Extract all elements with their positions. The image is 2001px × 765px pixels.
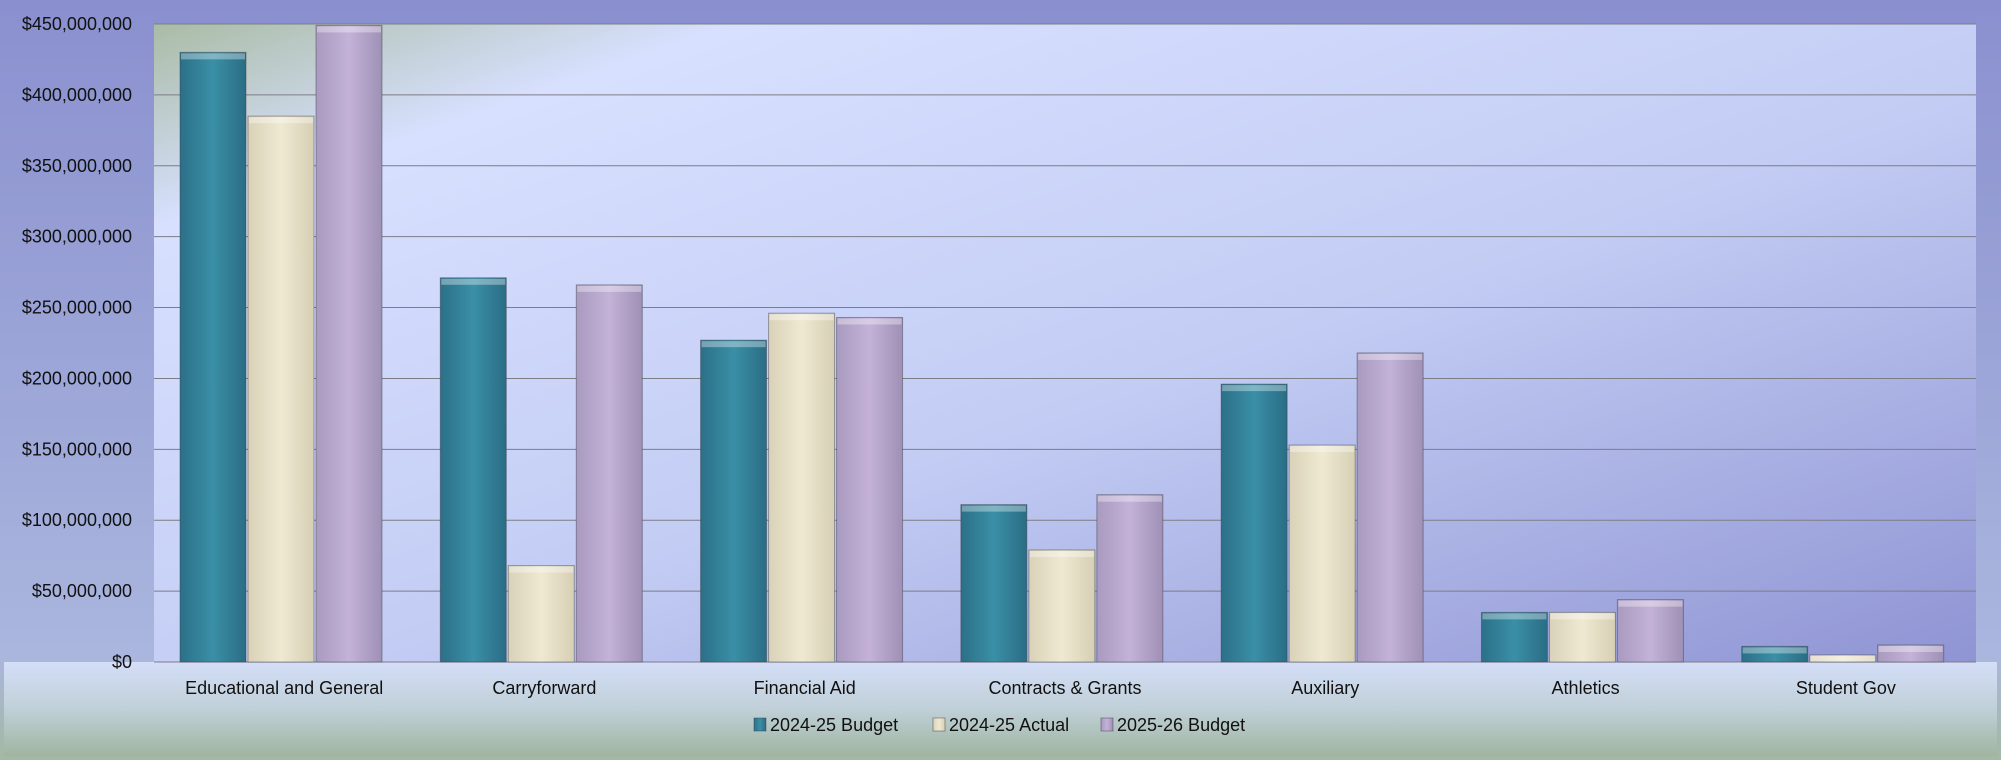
legend-swatch [753,717,767,732]
y-tick-label: $350,000,000 [22,156,132,176]
y-tick-label: $250,000,000 [22,298,132,318]
bar-2025-26-budget-4 [1356,352,1424,663]
bar-highlight [1358,353,1423,360]
bar-highlight [1290,446,1355,453]
legend-label: 2025-26 Budget [1117,715,1245,735]
bar-2024-25-budget-2 [700,339,768,663]
bar-2024-25-budget-3 [960,504,1028,663]
bar-highlight [577,285,642,292]
bar-2025-26-budget-3 [1096,494,1164,663]
x-category-label: Financial Aid [754,678,856,698]
legend-swatch [932,717,946,732]
bar-highlight [1550,613,1615,620]
y-tick-label: $100,000,000 [22,510,132,530]
bar-2024-25-actual-6 [1809,654,1877,663]
bar-2025-26-budget-6 [1877,644,1945,663]
y-tick-label: $0 [112,652,132,672]
bar-highlight [961,505,1026,512]
bar-highlight [317,26,381,33]
y-tick-label: $450,000,000 [22,14,132,34]
y-tick-label: $200,000,000 [22,368,132,388]
bar-highlight [1029,550,1094,557]
x-category-label: Contracts & Grants [988,678,1141,698]
bar-2024-25-actual-3 [1028,549,1096,663]
chart-bottom-band [4,662,1997,756]
x-category-label: Educational and General [185,678,383,698]
bar-2024-25-budget-4 [1220,383,1288,663]
x-category-label: Athletics [1552,678,1620,698]
bar-2025-26-budget-1 [575,284,643,663]
bar-2024-25-actual-0 [247,115,315,663]
bar-highlight [701,341,766,348]
bar-highlight [181,53,245,60]
bar-highlight [837,318,902,325]
legend-swatch [1100,717,1114,732]
bar-highlight [1810,655,1875,661]
bar-2025-26-budget-0 [315,24,383,663]
bar-highlight [1742,647,1807,654]
x-category-label: Carryforward [492,678,596,698]
bar-highlight [1482,613,1547,620]
bar-highlight [441,278,506,285]
bar-2024-25-budget-6 [1741,645,1809,663]
x-category-label: Auxiliary [1291,678,1359,698]
legend: 2024-25 Budget 2024-25 Actual 2025-26 Budg… [753,715,1245,735]
bar-2025-26-budget-5 [1616,599,1684,663]
x-category-label: Student Gov [1796,678,1896,698]
y-tick-label: $300,000,000 [22,227,132,247]
bar-2024-25-actual-2 [768,312,836,663]
bar-2024-25-budget-1 [439,277,507,663]
bar-highlight [1097,495,1162,502]
bar-highlight [769,314,834,321]
bar-highlight [1878,645,1943,652]
y-axis: $0 $50,000,000 $100,000,000 $150,000,000 $20… [22,14,132,672]
legend-label: 2024-25 Actual [949,715,1069,735]
bar-2024-25-actual-4 [1288,444,1356,663]
bar-2024-25-budget-5 [1480,611,1548,663]
x-axis: Educational and General Carryforward Finan… [185,678,1896,698]
bar-highlight [249,117,313,124]
bar-highlight [509,566,574,573]
y-tick-label: $150,000,000 [22,439,132,459]
bar-2024-25-actual-1 [507,565,575,663]
y-tick-label: $50,000,000 [32,581,132,601]
bar-2024-25-actual-5 [1548,611,1616,663]
y-tick-label: $400,000,000 [22,85,132,105]
bar-2024-25-budget-0 [179,51,247,663]
bars [179,24,1945,663]
bar-2025-26-budget-2 [836,316,904,663]
bar-highlight [1222,385,1287,392]
legend-label: 2024-25 Budget [770,715,898,735]
bar-highlight [1618,600,1683,607]
